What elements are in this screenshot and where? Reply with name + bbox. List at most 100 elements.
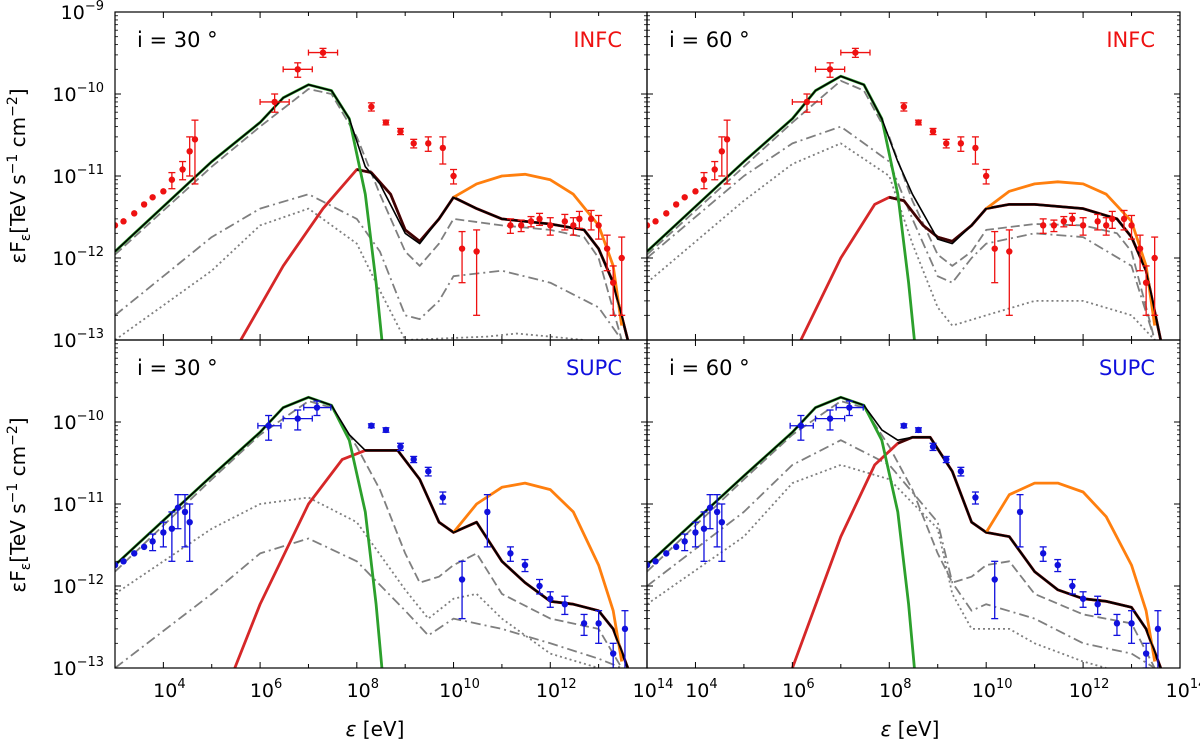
data-marker bbox=[186, 518, 193, 526]
ylabel-end: ] bbox=[6, 88, 30, 96]
data-point bbox=[536, 212, 544, 227]
data-point bbox=[647, 561, 651, 569]
data-point bbox=[652, 558, 659, 565]
tick-base: 10 bbox=[153, 680, 177, 702]
data-marker bbox=[718, 518, 726, 526]
data-marker bbox=[473, 248, 480, 255]
tick-exponent: 14 bbox=[657, 677, 674, 692]
data-point bbox=[957, 466, 965, 477]
data-point bbox=[382, 119, 390, 126]
data-marker bbox=[943, 456, 950, 463]
data-point bbox=[957, 136, 965, 152]
data-point bbox=[1039, 546, 1047, 562]
ylabel-unit: [TeV s bbox=[6, 174, 30, 233]
data-marker bbox=[271, 98, 278, 106]
series-total bbox=[647, 396, 1162, 668]
data-marker bbox=[803, 98, 811, 106]
data-marker bbox=[450, 172, 457, 180]
data-marker bbox=[1006, 248, 1013, 255]
data-marker bbox=[1103, 222, 1110, 229]
data-point bbox=[424, 466, 432, 477]
data-marker bbox=[1060, 218, 1068, 225]
tick-base: 10 bbox=[52, 330, 76, 352]
data-marker bbox=[580, 620, 588, 627]
data-marker bbox=[1142, 279, 1150, 286]
series-synchrotron bbox=[647, 74, 916, 340]
tick-base: 10 bbox=[685, 680, 709, 702]
data-marker bbox=[1109, 215, 1116, 223]
data-marker bbox=[595, 222, 602, 229]
data-marker bbox=[603, 245, 611, 252]
data-marker bbox=[957, 468, 965, 475]
data-marker bbox=[595, 620, 602, 627]
data-point bbox=[672, 201, 680, 208]
axis-labels: εFε[TeV s−1 cm−2] εFε[TeV s−1 cm−2] ε [e… bbox=[5, 88, 939, 741]
series-synchrotron bbox=[115, 83, 384, 340]
data-marker bbox=[718, 148, 726, 155]
data-marker bbox=[181, 508, 189, 516]
data-marker bbox=[115, 561, 119, 569]
tick-exponent: 12 bbox=[1093, 677, 1110, 692]
data-point bbox=[681, 194, 688, 201]
data-point bbox=[991, 560, 999, 620]
x-tick-label: 1014 bbox=[1166, 677, 1200, 702]
tick-exponent: 4 bbox=[709, 677, 717, 692]
data-marker bbox=[536, 582, 543, 590]
data-marker bbox=[425, 468, 432, 475]
y-axis-label-top: εFε[TeV s−1 cm−2] bbox=[5, 88, 34, 263]
y-tick-label: 10−11 bbox=[52, 491, 104, 516]
ylabel-exp1: −1 bbox=[5, 154, 21, 175]
data-point bbox=[396, 127, 404, 136]
data-marker bbox=[1079, 595, 1087, 602]
data-marker bbox=[131, 550, 138, 557]
data-point bbox=[991, 230, 999, 284]
state-label: INFC bbox=[1106, 28, 1155, 52]
ylabel-exp2: −2 bbox=[5, 425, 21, 446]
data-point bbox=[681, 533, 689, 552]
x-tick-label: 106 bbox=[782, 677, 814, 702]
data-point bbox=[561, 595, 569, 616]
data-point bbox=[546, 591, 554, 608]
data-marker bbox=[115, 222, 119, 229]
data-point bbox=[458, 560, 466, 620]
data-point bbox=[971, 136, 979, 165]
data-marker bbox=[826, 66, 834, 73]
data-point bbox=[439, 136, 447, 165]
data-marker bbox=[1069, 582, 1076, 590]
data-point bbox=[168, 511, 176, 562]
inclination-label: i = 60 ° bbox=[669, 356, 750, 380]
plot-area bbox=[115, 395, 630, 668]
data-marker bbox=[1039, 550, 1047, 557]
data-marker bbox=[179, 166, 186, 173]
data-marker bbox=[439, 144, 447, 152]
plot-area bbox=[647, 395, 1163, 668]
data-marker bbox=[1094, 600, 1101, 608]
ylabel-unit: [TeV s bbox=[6, 503, 30, 562]
data-point bbox=[914, 119, 922, 126]
tick-exponent: 8 bbox=[371, 677, 379, 692]
data-marker bbox=[609, 279, 617, 286]
tick-exponent: 4 bbox=[177, 677, 185, 692]
data-marker bbox=[663, 210, 670, 217]
data-point bbox=[900, 102, 908, 112]
data-point bbox=[282, 409, 313, 431]
inclination-label: i = 30 ° bbox=[137, 28, 218, 52]
series-total bbox=[115, 396, 629, 668]
series-component-dotted bbox=[115, 207, 585, 340]
data-point bbox=[1142, 265, 1150, 316]
x-tick-label: 108 bbox=[879, 677, 911, 702]
data-marker bbox=[507, 550, 514, 557]
data-marker bbox=[1128, 620, 1135, 627]
data-point bbox=[929, 442, 937, 452]
data-point bbox=[900, 422, 908, 429]
data-marker bbox=[621, 625, 629, 633]
y-tick-label: 10−12 bbox=[52, 245, 104, 270]
inclination-label: i = 60 ° bbox=[669, 28, 750, 52]
data-marker bbox=[706, 504, 714, 511]
data-point bbox=[160, 188, 167, 195]
data-point bbox=[1054, 558, 1062, 573]
data-point bbox=[1050, 219, 1058, 233]
series-ic-anisotropic bbox=[239, 168, 630, 340]
data-marker bbox=[1039, 222, 1047, 229]
